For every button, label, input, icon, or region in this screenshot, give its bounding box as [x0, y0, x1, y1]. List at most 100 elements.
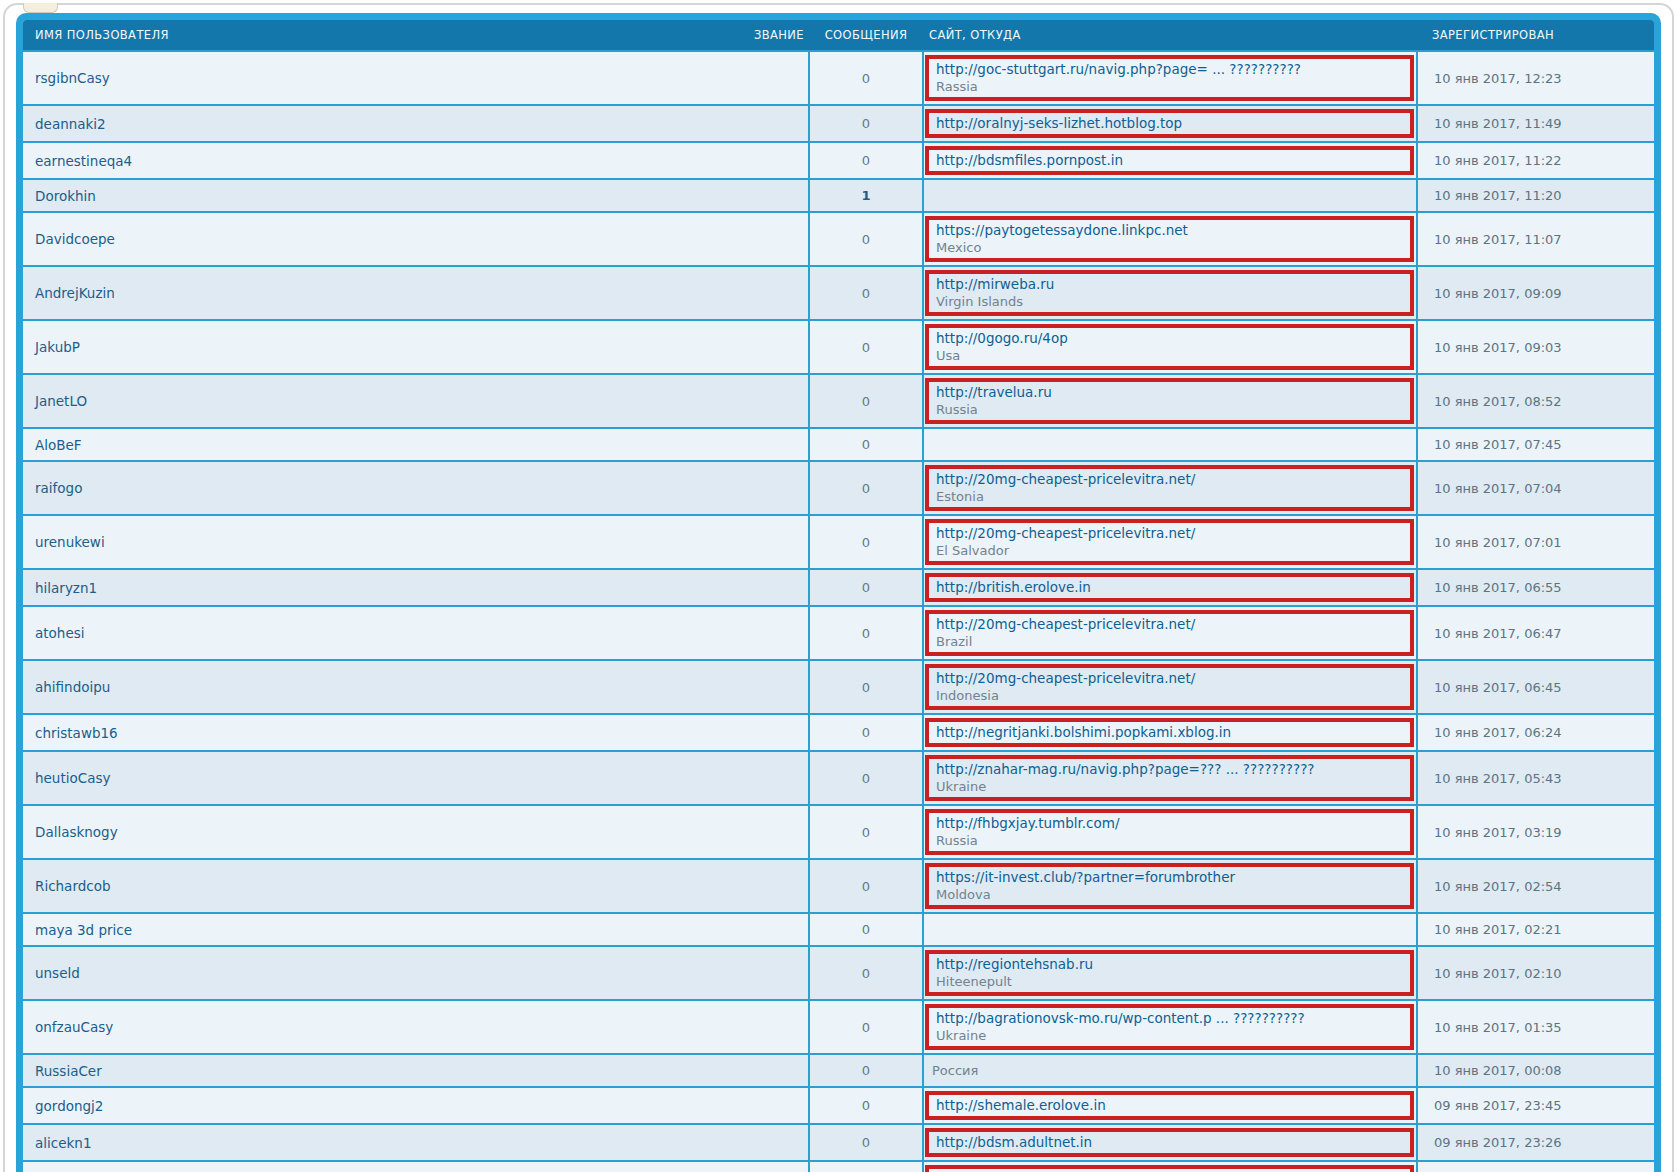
username-link[interactable]: hilaryzn1	[35, 580, 97, 596]
website-link[interactable]: http://travelua.ru	[936, 384, 1403, 401]
username-cell: hilaryzn1	[23, 570, 808, 605]
column-header-posts: СООБЩЕНИЯ	[808, 28, 924, 42]
username-link[interactable]: onfzauCasy	[35, 1019, 113, 1035]
username-link[interactable]: urenukewi	[35, 534, 105, 550]
username-link[interactable]: Dorokhin	[35, 188, 96, 204]
post-count: 0	[808, 806, 924, 858]
username-link[interactable]: atohesi	[35, 625, 84, 641]
website-link[interactable]: http://20mg-cheapest-pricelevitra.net/	[936, 471, 1403, 488]
registration-date: 10 янв 2017, 11:49	[1416, 106, 1654, 141]
website-link[interactable]: https://paytogetessaydone.linkpc.net	[936, 222, 1403, 239]
username-cell: onfzauCasy	[23, 1001, 808, 1053]
post-count: 0	[808, 1088, 924, 1123]
username-link[interactable]: Dallasknogy	[35, 824, 118, 840]
member-row: RussiaCer 0 Россия 10 янв 2017, 00:08	[23, 1053, 1654, 1086]
site-box: http://bagrationovsk-mo.ru/wp-content.p …	[925, 1004, 1414, 1050]
column-header-username-rank: ИМЯ ПОЛЬЗОВАТЕЛЯ ЗВАНИЕ	[23, 28, 808, 42]
location-text: Hiteenepult	[936, 973, 1403, 990]
username-cell: gordongj2	[23, 1088, 808, 1123]
site-cell: http://fhbgxjay.tumblr.com/ Russia	[924, 806, 1416, 858]
column-header-username[interactable]: ИМЯ ПОЛЬЗОВАТЕЛЯ	[35, 28, 169, 42]
location-text: Indonesia	[936, 687, 1403, 704]
username-cell: alicekn1	[23, 1125, 808, 1160]
member-row: Dorokhin 1 10 янв 2017, 11:20	[23, 178, 1654, 211]
website-link[interactable]: http://shemale.erolove.in	[936, 1097, 1403, 1114]
username-link[interactable]: AloBeF	[35, 437, 82, 453]
site-box: http://20mg-cheapest-pricelevitra.net/ I…	[925, 664, 1414, 710]
website-link[interactable]: http://negritjanki.bolshimi.popkami.xblo…	[936, 724, 1403, 741]
website-link[interactable]: http://bdsm.adultnet.in	[936, 1134, 1403, 1151]
username-link[interactable]: Davidcoepe	[35, 231, 115, 247]
username-cell: RussiaCer	[23, 1055, 808, 1086]
website-link[interactable]: http://goc-stuttgart.ru/navig.php?page= …	[936, 61, 1403, 78]
registration-date: 09 янв 2017, 23:26	[1416, 1125, 1654, 1160]
website-link[interactable]: http://british.erolove.in	[936, 579, 1403, 596]
member-row: unseld 0 http://regiontehsnab.ru Hiteene…	[23, 945, 1654, 999]
site-box: https://paytogetessaydone.linkpc.net Mex…	[925, 216, 1414, 262]
username-link[interactable]: AndrejKuzin	[35, 285, 115, 301]
member-row: Richardcob 0 https://it-invest.club/?par…	[23, 858, 1654, 912]
username-link[interactable]: maya 3d price	[35, 922, 132, 938]
website-link[interactable]: http://mirweba.ru	[936, 276, 1403, 293]
column-header-site: САЙТ, ОТКУДА	[924, 28, 1416, 42]
site-cell: http://bdsm.adultnet.in	[924, 1125, 1416, 1160]
table-header-row: ИМЯ ПОЛЬЗОВАТЕЛЯ ЗВАНИЕ СООБЩЕНИЯ САЙТ, …	[23, 20, 1654, 50]
member-row: christawb16 0 http://negritjanki.bolshim…	[23, 713, 1654, 750]
website-link[interactable]: http://0gogo.ru/4op	[936, 330, 1403, 347]
member-row: mavisyi11 0 http://tits.net.erolove.in 0…	[23, 1160, 1654, 1172]
username-link[interactable]: alicekn1	[35, 1135, 91, 1151]
site-box: http://british.erolove.in	[925, 573, 1414, 602]
site-box: http://tits.net.erolove.in	[925, 1165, 1414, 1172]
top-tab-remnant	[23, 3, 58, 13]
post-count: 0	[808, 752, 924, 804]
website-link[interactable]: http://20mg-cheapest-pricelevitra.net/	[936, 670, 1403, 687]
username-link[interactable]: JanetLO	[35, 393, 87, 409]
site-cell: http://mirweba.ru Virgin Islands	[924, 267, 1416, 319]
site-box: http://0gogo.ru/4op Usa	[925, 324, 1414, 370]
username-link[interactable]: RussiaCer	[35, 1063, 102, 1079]
post-count: 0	[808, 267, 924, 319]
registration-date: 10 янв 2017, 07:04	[1416, 462, 1654, 514]
site-cell: http://travelua.ru Russia	[924, 375, 1416, 427]
username-link[interactable]: christawb16	[35, 725, 118, 741]
site-box: http://negritjanki.bolshimi.popkami.xblo…	[925, 718, 1414, 747]
username-link[interactable]: rsgibnCasy	[35, 70, 110, 86]
website-link[interactable]: http://oralnyj-seks-lizhet.hotblog.top	[936, 115, 1403, 132]
website-link[interactable]: https://it-invest.club/?partner=forumbro…	[936, 869, 1403, 886]
location-text: Virgin Islands	[936, 293, 1403, 310]
site-box: http://mirweba.ru Virgin Islands	[925, 270, 1414, 316]
username-link[interactable]: ahifindoipu	[35, 679, 110, 695]
username-link[interactable]: JakubP	[35, 339, 80, 355]
post-count: 0	[808, 321, 924, 373]
site-cell: http://tits.net.erolove.in	[924, 1162, 1416, 1172]
member-row: hilaryzn1 0 http://british.erolove.in 10…	[23, 568, 1654, 605]
member-row: rsgibnCasy 0 http://goc-stuttgart.ru/nav…	[23, 50, 1654, 104]
website-link[interactable]: http://20mg-cheapest-pricelevitra.net/	[936, 616, 1403, 633]
website-link[interactable]: http://bagrationovsk-mo.ru/wp-content.p …	[936, 1010, 1403, 1027]
username-cell: earnestineqa4	[23, 143, 808, 178]
website-link[interactable]: http://20mg-cheapest-pricelevitra.net/	[936, 525, 1403, 542]
username-cell: Dallasknogy	[23, 806, 808, 858]
username-link[interactable]: deannaki2	[35, 116, 106, 132]
website-link[interactable]: http://znahar-mag.ru/navig.php?page=??? …	[936, 761, 1403, 778]
site-box: http://20mg-cheapest-pricelevitra.net/ B…	[925, 610, 1414, 656]
website-link[interactable]: http://fhbgxjay.tumblr.com/	[936, 815, 1403, 832]
site-box: https://it-invest.club/?partner=forumbro…	[925, 863, 1414, 909]
registration-date: 10 янв 2017, 09:09	[1416, 267, 1654, 319]
member-row: ahifindoipu 0 http://20mg-cheapest-price…	[23, 659, 1654, 713]
column-header-rank[interactable]: ЗВАНИЕ	[754, 28, 804, 42]
username-link[interactable]: unseld	[35, 965, 80, 981]
site-cell: http://regiontehsnab.ru Hiteenepult	[924, 947, 1416, 999]
website-link[interactable]: http://regiontehsnab.ru	[936, 956, 1403, 973]
username-link[interactable]: gordongj2	[35, 1098, 103, 1114]
registration-date: 10 янв 2017, 00:08	[1416, 1055, 1654, 1086]
website-link[interactable]: http://bdsmfiles.pornpost.in	[936, 152, 1403, 169]
username-link[interactable]: Richardcob	[35, 878, 111, 894]
registration-date: 10 янв 2017, 09:03	[1416, 321, 1654, 373]
username-link[interactable]: raifogo	[35, 480, 82, 496]
username-link[interactable]: earnestineqa4	[35, 153, 132, 169]
site-cell: Россия	[924, 1055, 1416, 1086]
site-cell	[924, 180, 1416, 211]
username-link[interactable]: heutioCasy	[35, 770, 110, 786]
location-text: Россия	[932, 1062, 1407, 1079]
